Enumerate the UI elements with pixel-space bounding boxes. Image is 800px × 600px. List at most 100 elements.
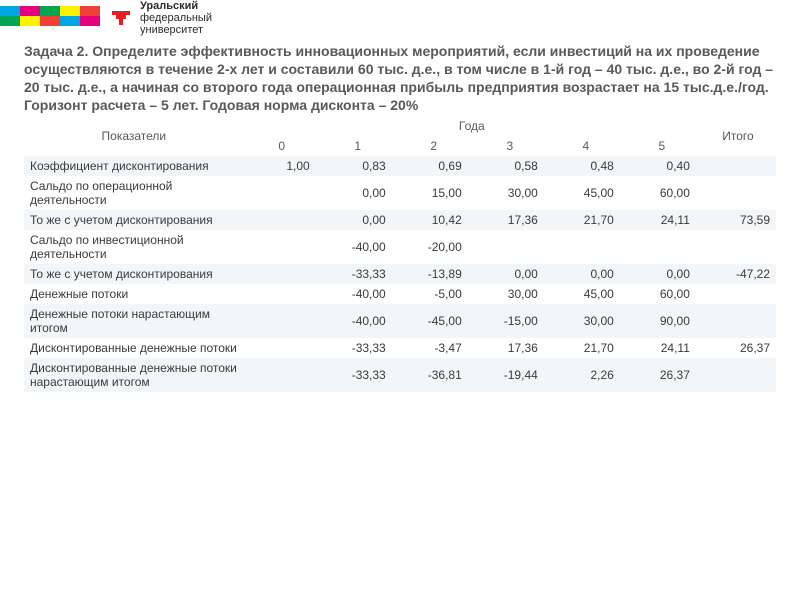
table-row: То же с учетом дисконтирования 0,0010,421… [24, 210, 776, 230]
stripe-seg [80, 16, 100, 26]
cell-total: -47,22 [700, 264, 776, 284]
row-label: Коэффициент дисконтирования [24, 156, 244, 176]
table-row: Денежные потоки -40,00-5,0030,0045,0060,0… [24, 284, 776, 304]
cell-value: 0,00 [624, 264, 700, 284]
table-row: Коэффициент дисконтирования1,000,830,690… [24, 156, 776, 176]
cell-value: -40,00 [320, 284, 396, 304]
cell-value [244, 210, 320, 230]
logo-block: Уральский федеральный университет [108, 0, 212, 36]
th-year: 3 [472, 136, 548, 156]
row-label: То же с учетом дисконтирования [24, 210, 244, 230]
cell-value [244, 264, 320, 284]
stripe-seg [80, 6, 100, 16]
row-label: То же с учетом дисконтирования [24, 264, 244, 284]
cell-value: 0,00 [320, 210, 396, 230]
cell-value: 90,00 [624, 304, 700, 338]
logo-line-3: университет [140, 24, 212, 36]
cell-value: -40,00 [320, 304, 396, 338]
cell-value: -36,81 [396, 358, 472, 392]
cell-value [244, 230, 320, 264]
brand-stripes [0, 6, 100, 26]
results-table: Показатели Года Итого 012345 Коэффициент… [24, 116, 776, 392]
cell-total: 26,37 [700, 338, 776, 358]
cell-value: 17,36 [472, 210, 548, 230]
cell-value: 30,00 [472, 176, 548, 210]
cell-value [624, 230, 700, 264]
row-label: Сальдо по инвестиционной деятельности [24, 230, 244, 264]
cell-total [700, 176, 776, 210]
logo-text: Уральский федеральный университет [140, 0, 212, 36]
cell-value: 60,00 [624, 284, 700, 304]
cell-value: 45,00 [548, 176, 624, 210]
cell-value: 0,00 [472, 264, 548, 284]
th-year: 4 [548, 136, 624, 156]
cell-value [548, 230, 624, 264]
task-statement: Задача 2. Определите эффективность иннов… [0, 36, 800, 116]
cell-value: 0,00 [320, 176, 396, 210]
table-row: Дисконтированные денежные потоки нараста… [24, 358, 776, 392]
cell-value: 24,11 [624, 210, 700, 230]
cell-value [244, 176, 320, 210]
stripe-seg [20, 16, 40, 26]
cell-value: -20,00 [396, 230, 472, 264]
th-year: 5 [624, 136, 700, 156]
cell-total [700, 304, 776, 338]
cell-value: 1,00 [244, 156, 320, 176]
row-label: Денежные потоки [24, 284, 244, 304]
stripe-seg [0, 16, 20, 26]
cell-total [700, 156, 776, 176]
cell-value: 0,58 [472, 156, 548, 176]
cell-value: -33,33 [320, 338, 396, 358]
stripe-seg [40, 6, 60, 16]
stripe-seg [0, 6, 20, 16]
th-year: 2 [396, 136, 472, 156]
university-logo-icon [108, 5, 134, 31]
cell-value [244, 284, 320, 304]
stripe-seg [20, 6, 40, 16]
cell-value: -13,89 [396, 264, 472, 284]
cell-total: 73,59 [700, 210, 776, 230]
cell-value: 24,11 [624, 338, 700, 358]
row-label: Дисконтированные денежные потоки [24, 338, 244, 358]
cell-value: 2,26 [548, 358, 624, 392]
cell-total [700, 358, 776, 392]
row-label: Денежные потоки нарастающим итогом [24, 304, 244, 338]
cell-value: 10,42 [396, 210, 472, 230]
row-label: Дисконтированные денежные потоки нараста… [24, 358, 244, 392]
logo-line-2: федеральный [140, 12, 212, 24]
cell-value [244, 304, 320, 338]
cell-value: 0,40 [624, 156, 700, 176]
th-year: 1 [320, 136, 396, 156]
table-row: То же с учетом дисконтирования -33,33-13,… [24, 264, 776, 284]
cell-value: 0,00 [548, 264, 624, 284]
cell-value: 17,36 [472, 338, 548, 358]
cell-value: 30,00 [472, 284, 548, 304]
table-row: Денежные потоки нарастающим итогом -40,00… [24, 304, 776, 338]
cell-total [700, 230, 776, 264]
cell-value: -5,00 [396, 284, 472, 304]
cell-value: 26,37 [624, 358, 700, 392]
cell-value: -19,44 [472, 358, 548, 392]
cell-value [244, 358, 320, 392]
row-label: Сальдо по операционной деятельности [24, 176, 244, 210]
cell-value: 21,70 [548, 338, 624, 358]
cell-value: -33,33 [320, 358, 396, 392]
cell-value: -3,47 [396, 338, 472, 358]
header-bar: Уральский федеральный университет [0, 0, 800, 36]
cell-value: 30,00 [548, 304, 624, 338]
th-indicator: Показатели [24, 116, 244, 156]
th-year: 0 [244, 136, 320, 156]
logo-line-1: Уральский [140, 0, 212, 12]
cell-value [244, 338, 320, 358]
cell-total [700, 284, 776, 304]
table-row: Дисконтированные денежные потоки -33,33-3… [24, 338, 776, 358]
stripe-seg [40, 16, 60, 26]
cell-value: -40,00 [320, 230, 396, 264]
cell-value [472, 230, 548, 264]
cell-value: -33,33 [320, 264, 396, 284]
cell-value: 45,00 [548, 284, 624, 304]
stripe-seg [60, 16, 80, 26]
cell-value: 21,70 [548, 210, 624, 230]
th-total: Итого [700, 116, 776, 156]
cell-value: 0,83 [320, 156, 396, 176]
